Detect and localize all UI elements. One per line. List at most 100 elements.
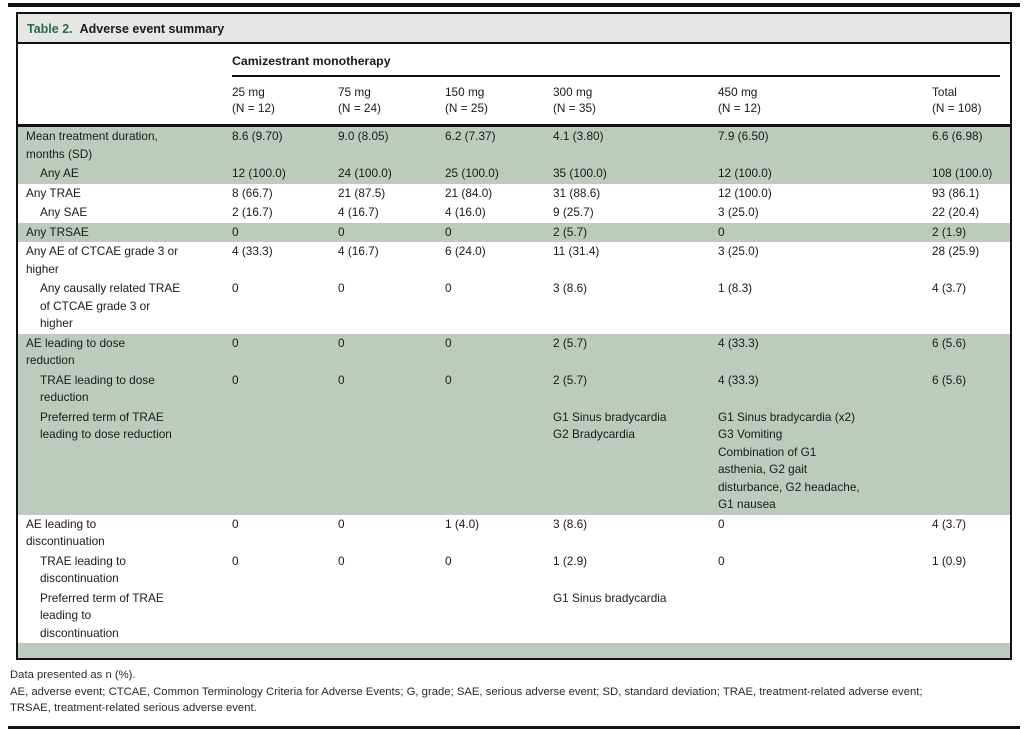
cell-value: 6.6 (6.98) [932, 125, 1011, 164]
cell-value: 3 (25.0) [718, 205, 759, 219]
cell-value [338, 407, 445, 515]
cell-value: 21 (87.5) [338, 185, 386, 200]
cell-value: 0 [445, 222, 553, 242]
group-header: Camizestrant monotherapy [232, 54, 1001, 77]
column-header-row: 25 mg (N = 12) 75 mg (N = 24) 150 mg (N … [18, 77, 1011, 127]
row-label: Preferred term of TRAE leading to discon… [40, 590, 164, 640]
cell-value: 4.1 (3.80) [553, 125, 718, 164]
cell-value: 1 (2.9) [553, 553, 588, 568]
cell-value: 12 (100.0) [718, 164, 932, 184]
cell-value: 8.6 (9.70) [232, 125, 338, 164]
cell-value: G1 Sinus bradycardia (x2) G3 Vomiting Co… [718, 407, 932, 515]
table-row: Any TRSAE 0 0 0 2 (5.7) 0 2 (1.9) [18, 222, 1011, 242]
table-row: Preferred term of TRAE leading to discon… [18, 589, 1010, 644]
cell-value: G1 Sinus bradycardia G2 Bradycardia [553, 407, 718, 515]
column-header-300mg: 300 mg (N = 35) [553, 77, 718, 127]
cell-value [718, 589, 932, 644]
cell-value: G1 Sinus bradycardia [553, 590, 667, 605]
adverse-event-table-box: Table 2. Adverse event summary Camizestra… [16, 12, 1012, 660]
footnotes: Data presented as n (%). AE, adverse even… [10, 667, 1020, 717]
cell-value: 22 (20.4) [932, 205, 980, 219]
cell-value: 0 [445, 553, 452, 568]
table-row: Any AE 12 (100.0) 24 (100.0) 25 (100.0) 35 (… [18, 164, 1011, 184]
row-label: Any AE of CTCAE grade 3 or higher [26, 244, 179, 276]
cell-value: 24 (100.0) [338, 164, 445, 184]
cell-value: 0 [718, 516, 725, 531]
cell-value: 108 (100.0) [932, 164, 1011, 184]
table-title: Table 2. Adverse event summary [18, 14, 1010, 44]
cell-value [445, 407, 553, 515]
row-label: Any TRSAE [18, 222, 232, 242]
cell-value [338, 643, 445, 658]
top-rule [8, 3, 1020, 7]
cell-value: 0 [338, 516, 345, 531]
row-label: Any TRAE [26, 185, 81, 200]
cell-value [932, 589, 1010, 644]
cell-value: 1 (4.0) [445, 516, 480, 531]
spacer-row [18, 643, 1011, 658]
cell-value: 7.9 (6.50) [718, 125, 932, 164]
column-n: (N = 25) [445, 101, 488, 115]
cell-value: 0 [718, 553, 725, 568]
column-n: (N = 108) [932, 101, 982, 115]
cell-value: 25 (100.0) [445, 164, 553, 184]
cell-value: 6 (5.6) [932, 333, 1011, 371]
adverse-event-table: Camizestrant monotherapy 25 mg (N = 12) … [18, 44, 1011, 658]
row-label [18, 643, 232, 658]
cell-value: 0 [232, 553, 239, 568]
table-row: Any TRAE 8 (66.7) 21 (87.5) 21 (84.0) 31 (88… [18, 184, 1010, 204]
column-n: (N = 24) [338, 101, 381, 115]
column-header-25mg: 25 mg (N = 12) [232, 77, 338, 127]
cell-value: 4 (3.7) [932, 281, 967, 295]
cell-value: 0 [445, 370, 553, 408]
cell-value [718, 643, 932, 658]
cell-value [232, 589, 338, 644]
cell-value: 28 (25.9) [932, 244, 980, 258]
cell-value: 2 (5.7) [553, 222, 718, 242]
column-dose: 150 mg [445, 85, 485, 99]
column-header-450mg: 450 mg (N = 12) [718, 77, 932, 127]
cell-value: 6.2 (7.37) [445, 125, 553, 164]
cell-value: 11 (31.4) [553, 244, 600, 258]
cell-value [232, 643, 338, 658]
cell-value: 21 (84.0) [445, 185, 493, 200]
column-dose: 450 mg [718, 85, 758, 99]
column-n: (N = 12) [718, 101, 761, 115]
cell-value: 4 (16.7) [338, 244, 379, 258]
cell-value: 4 (16.0) [445, 205, 486, 219]
footnote-line: AE, adverse event; CTCAE, Common Termino… [10, 685, 923, 698]
cell-value: 1 (8.3) [718, 281, 753, 295]
cell-value [932, 407, 1011, 515]
table-row: AE leading to discontinuation 0 0 1 (4.0) 3 … [18, 515, 1010, 552]
cell-value: 4 (33.3) [232, 244, 273, 258]
bottom-rule [8, 725, 1020, 729]
column-header-total: Total (N = 108) [932, 77, 1011, 127]
column-dose: 25 mg [232, 85, 265, 99]
table-row: Mean treatment duration, months (SD) 8.6 … [18, 125, 1011, 164]
cell-value: 6 (5.6) [932, 370, 1011, 408]
cell-value: 31 (88.6) [553, 185, 601, 200]
row-label: TRAE leading to discontinuation [40, 553, 126, 586]
cell-value: 1 (0.9) [932, 553, 967, 568]
row-label: Any causally related TRAE of CTCAE grade… [40, 281, 181, 330]
cell-value: 3 (8.6) [553, 516, 588, 531]
cell-value: 0 [445, 333, 553, 371]
cell-value: 0 [232, 516, 239, 531]
row-label: Mean treatment duration, months (SD) [18, 125, 232, 164]
cell-value: 0 [445, 281, 452, 295]
cell-value: 2 (5.7) [553, 370, 718, 408]
footnote-line: TRSAE, treatment-related serious adverse… [10, 702, 257, 714]
row-label: Any AE [18, 164, 232, 184]
cell-value: 6 (24.0) [445, 244, 486, 258]
cell-value: 3 (25.0) [718, 244, 759, 258]
row-label: AE leading to discontinuation [26, 516, 105, 549]
group-header-row: Camizestrant monotherapy [18, 44, 1010, 77]
table-row: TRAE leading to dose reduction 0 0 0 2 (5.7)… [18, 370, 1011, 408]
cell-value [932, 643, 1011, 658]
table-title-text: Adverse event summary [79, 22, 225, 36]
cell-value: 0 [338, 333, 445, 371]
column-header-75mg: 75 mg (N = 24) [338, 77, 445, 127]
column-n: (N = 12) [232, 101, 275, 115]
cell-value: 2 (1.9) [932, 222, 1011, 242]
